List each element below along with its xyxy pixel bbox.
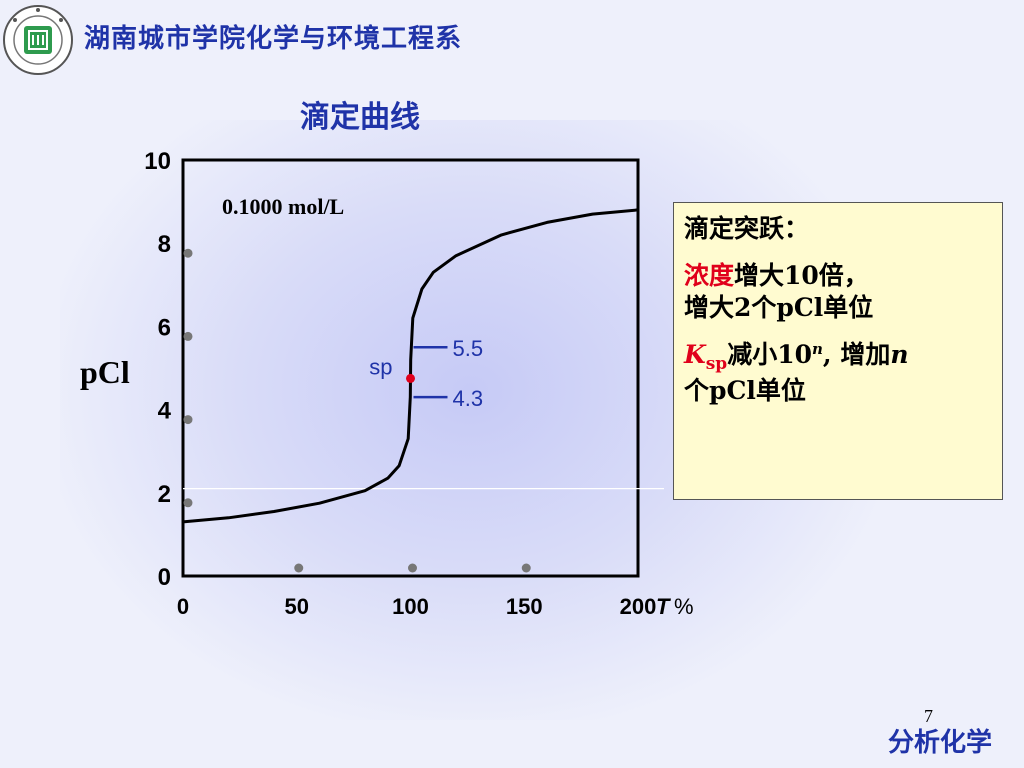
x-tick-label: 50 <box>285 594 309 619</box>
info-concentration-text: 增大10倍， <box>734 260 869 290</box>
x-axis-label-unit: % <box>674 594 694 619</box>
header-title: 湖南城市学院化学与环境工程系 <box>84 24 463 54</box>
chart-title: 滴定曲线 <box>300 100 420 135</box>
info-ksp-mid: 减小10 <box>727 339 812 369</box>
titration-curve <box>182 208 639 524</box>
axis-dot <box>183 498 193 508</box>
concentration-annotation: 0.1000 mol/L <box>222 194 344 219</box>
info-line-3: 增大2个pCl单位 <box>684 293 874 322</box>
axis-dot <box>183 248 193 258</box>
info-line-5: 个pCl单位 <box>684 375 806 405</box>
sp-point <box>406 373 415 383</box>
info-ksp-sub: sp <box>705 353 728 374</box>
axis-dot <box>408 563 417 573</box>
axis-dot <box>183 331 193 341</box>
y-axis-label: pCl <box>80 354 130 390</box>
axis-dot <box>521 563 531 573</box>
y-tick-label: 2 <box>158 481 171 508</box>
info-ksp-n: n <box>890 339 909 369</box>
sp-label: sp <box>369 354 392 379</box>
info-ksp-block: Ksp减小10n, 增加n 个pCl单位 <box>684 339 992 408</box>
info-line-1: 滴定突跃： <box>684 214 810 243</box>
y-tick-label: 8 <box>158 231 171 258</box>
x-tick-label: 150 <box>506 594 543 619</box>
plot-frame <box>181 158 640 578</box>
jump-label: 5.5 <box>453 336 484 361</box>
axis-dot <box>294 563 304 573</box>
x-axis-label-symbol: T <box>656 594 671 619</box>
x-tick-label: 0 <box>177 594 189 619</box>
info-ksp-sup: n <box>812 339 823 358</box>
y-tick-label: 10 <box>144 148 171 175</box>
y-tick-label: 0 <box>158 564 171 591</box>
info-concentration-block: 浓度增大10倍， 增大2个pCl单位 <box>684 260 992 325</box>
jump-label: 4.3 <box>453 386 484 411</box>
page-number: 7 <box>924 706 933 726</box>
info-ksp-comma: , 增加 <box>822 339 891 369</box>
university-seal-icon <box>3 5 73 75</box>
footer-course-title: 分析化学 <box>888 728 993 758</box>
axis-dot <box>183 415 193 425</box>
y-tick-label: 6 <box>158 314 171 341</box>
info-concentration-label: 浓度 <box>684 260 735 290</box>
x-tick-label: 200 <box>620 594 657 619</box>
titration-jump-info-box: 滴定突跃： 浓度增大10倍， 增大2个pCl单位 Ksp减小10n, 增加n 个… <box>673 202 1003 500</box>
y-tick-label: 4 <box>158 398 172 425</box>
x-tick-label: 100 <box>392 594 429 619</box>
info-ksp-k: K <box>684 339 706 369</box>
